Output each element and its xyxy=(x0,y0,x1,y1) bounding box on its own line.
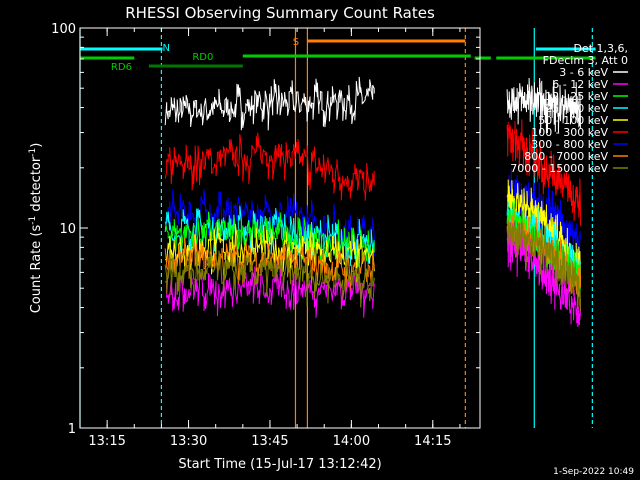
legend-entry-label-5: 100 - 300 keV xyxy=(531,126,608,139)
legend-entry-label-7: 800 - 7000 keV xyxy=(524,150,608,163)
x-tick-label-0: 13:15 xyxy=(88,434,125,449)
legend-entry-label-4: 50 - 100 keV xyxy=(538,114,608,127)
series-1-3-6kev xyxy=(506,77,581,134)
series-0-100-300kev xyxy=(164,132,375,201)
flag-label-n: N xyxy=(162,43,169,54)
legend-header-1: FDecim 3, Att 0 xyxy=(543,54,628,67)
flag-label-rd6: RD6 xyxy=(111,62,132,73)
y-axis-label: Count Rate (s-1 detector-1) xyxy=(28,143,44,314)
y-tick-label-0: 1 xyxy=(68,422,76,437)
x-tick-label-2: 13:45 xyxy=(251,434,288,449)
legend-entry-label-6: 300 - 800 keV xyxy=(531,138,608,151)
flag-label-rd0: RD0 xyxy=(192,52,213,63)
x-axis-label: Start Time (15-Jul-17 13:12:42) xyxy=(178,457,381,472)
series-0-7000-15000kev xyxy=(164,249,375,308)
axis-layer: 13:15 13:30 13:45 14:00 14:15 1 10 100 xyxy=(51,22,481,449)
flag-layer: N RD0 RD6 S xyxy=(80,37,596,73)
data-layer xyxy=(79,28,593,428)
y-tick-label-2: 100 xyxy=(51,22,76,37)
chart-title: RHESSI Observing Summary Count Rates xyxy=(125,4,435,22)
legend-entry-label-0: 3 - 6 keV xyxy=(559,66,608,79)
legend-entry-label-1: 6 - 12 keV xyxy=(552,78,608,91)
legend-entry-label-3: 25 - 50 keV xyxy=(545,102,608,115)
x-tick-label-1: 13:30 xyxy=(170,434,207,449)
x-tick-label-3: 14:00 xyxy=(333,434,370,449)
series-0-300-800kev xyxy=(164,189,375,258)
footer-date: 1-Sep-2022 10:49 xyxy=(553,467,634,477)
legend-header-0: Det 1,3,6, xyxy=(573,42,628,55)
y-tick-label-1: 10 xyxy=(59,222,76,237)
series-0-800-7000kev xyxy=(164,232,375,294)
legend-entry-label-2: 12 - 25 keV xyxy=(545,90,608,103)
x-tick-label-4: 14:15 xyxy=(414,434,451,449)
series-0-3-6kev xyxy=(164,76,375,131)
flag-label-s: S xyxy=(293,37,299,48)
series-1-100-300kev xyxy=(506,119,581,226)
legend-entry-label-8: 7000 - 15000 keV xyxy=(510,162,608,175)
series-1-7000-15000kev xyxy=(506,210,581,312)
